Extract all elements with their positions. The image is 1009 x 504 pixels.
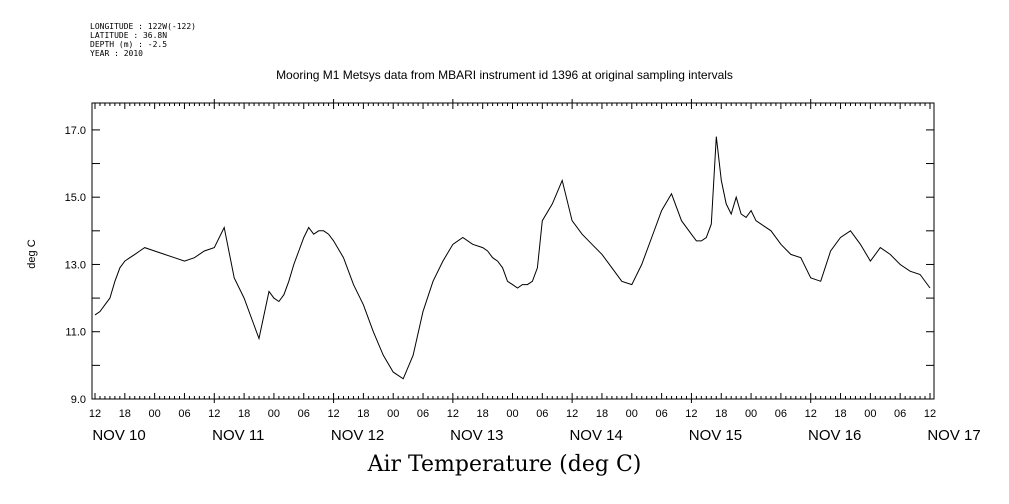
x-hour-label: 12 xyxy=(805,408,817,420)
x-hour-label: 18 xyxy=(119,408,131,420)
x-hour-label: 12 xyxy=(327,408,339,420)
y-tick-label: 13.0 xyxy=(65,259,86,271)
latitude-text: LATITUDE : 36.8N xyxy=(90,31,168,40)
x-hour-label: 12 xyxy=(566,408,578,420)
y-tick-label: 17.0 xyxy=(65,125,86,137)
x-hour-label: 06 xyxy=(298,408,310,420)
x-hour-label: 00 xyxy=(745,408,757,420)
x-hour-label: 18 xyxy=(834,408,846,420)
y-axis-label: deg C xyxy=(26,239,38,269)
x-day-label: NOV 12 xyxy=(331,427,384,444)
x-hour-labels: 12 18 00 06 12 18 00 06 12 18 00 06 12 18 00 06 12 18 00 06… xyxy=(89,408,936,420)
tick-marks xyxy=(92,99,934,403)
y-tick-label: 15.0 xyxy=(65,192,86,204)
x-hour-label: 00 xyxy=(268,408,280,420)
x-day-label: NOV 14 xyxy=(569,427,622,444)
longitude-text: LONGITUDE : 122W(-122) xyxy=(90,22,196,31)
x-hour-label: 06 xyxy=(536,408,548,420)
x-day-label: NOV 16 xyxy=(808,427,861,444)
x-hour-label: 06 xyxy=(178,408,190,420)
year-text: YEAR : 2010 xyxy=(90,49,143,58)
x-day-label: NOV 17 xyxy=(927,427,980,444)
x-day-label: NOV 13 xyxy=(450,427,503,444)
y-tick-label: 9.0 xyxy=(71,394,86,406)
x-hour-label: 00 xyxy=(864,408,876,420)
x-hour-label: 00 xyxy=(506,408,518,420)
air-temperature-line xyxy=(94,136,931,380)
x-day-label: NOV 10 xyxy=(92,427,145,444)
y-tick-labels: 9.0 11.0 13.0 15.0 17.0 xyxy=(65,125,86,406)
x-hour-label: 06 xyxy=(655,408,667,420)
x-hour-label: 18 xyxy=(715,408,727,420)
y-tick-label: 11.0 xyxy=(65,327,86,339)
depth-text: DEPTH (m) : -2.5 xyxy=(90,40,168,49)
plot-frame xyxy=(91,102,935,400)
x-hour-label: 12 xyxy=(685,408,697,420)
metadata-block: LONGITUDE : 122W(-122) LATITUDE : 36.8N … xyxy=(90,22,196,58)
x-hour-label: 18 xyxy=(477,408,489,420)
x-hour-label: 00 xyxy=(387,408,399,420)
x-axis-title: Air Temperature (deg C) xyxy=(367,452,642,477)
x-day-label: NOV 11 xyxy=(212,427,264,444)
x-day-labels: NOV 10 NOV 11 NOV 12 NOV 13 NOV 14 NOV 15 NOV … xyxy=(92,427,980,444)
x-hour-label: 18 xyxy=(596,408,608,420)
x-hour-label: 06 xyxy=(775,408,787,420)
x-hour-label: 06 xyxy=(417,408,429,420)
x-hour-label: 12 xyxy=(89,408,101,420)
x-hour-label: 06 xyxy=(894,408,906,420)
x-day-label: NOV 15 xyxy=(689,427,742,444)
x-hour-label: 00 xyxy=(626,408,638,420)
x-hour-label: 18 xyxy=(238,408,250,420)
x-hour-label: 00 xyxy=(149,408,161,420)
x-hour-label: 12 xyxy=(447,408,459,420)
x-hour-label: 12 xyxy=(208,408,220,420)
chart-title: Mooring M1 Metsys data from MBARI instru… xyxy=(276,68,733,82)
x-hour-label: 12 xyxy=(924,408,936,420)
x-hour-label: 18 xyxy=(357,408,369,420)
